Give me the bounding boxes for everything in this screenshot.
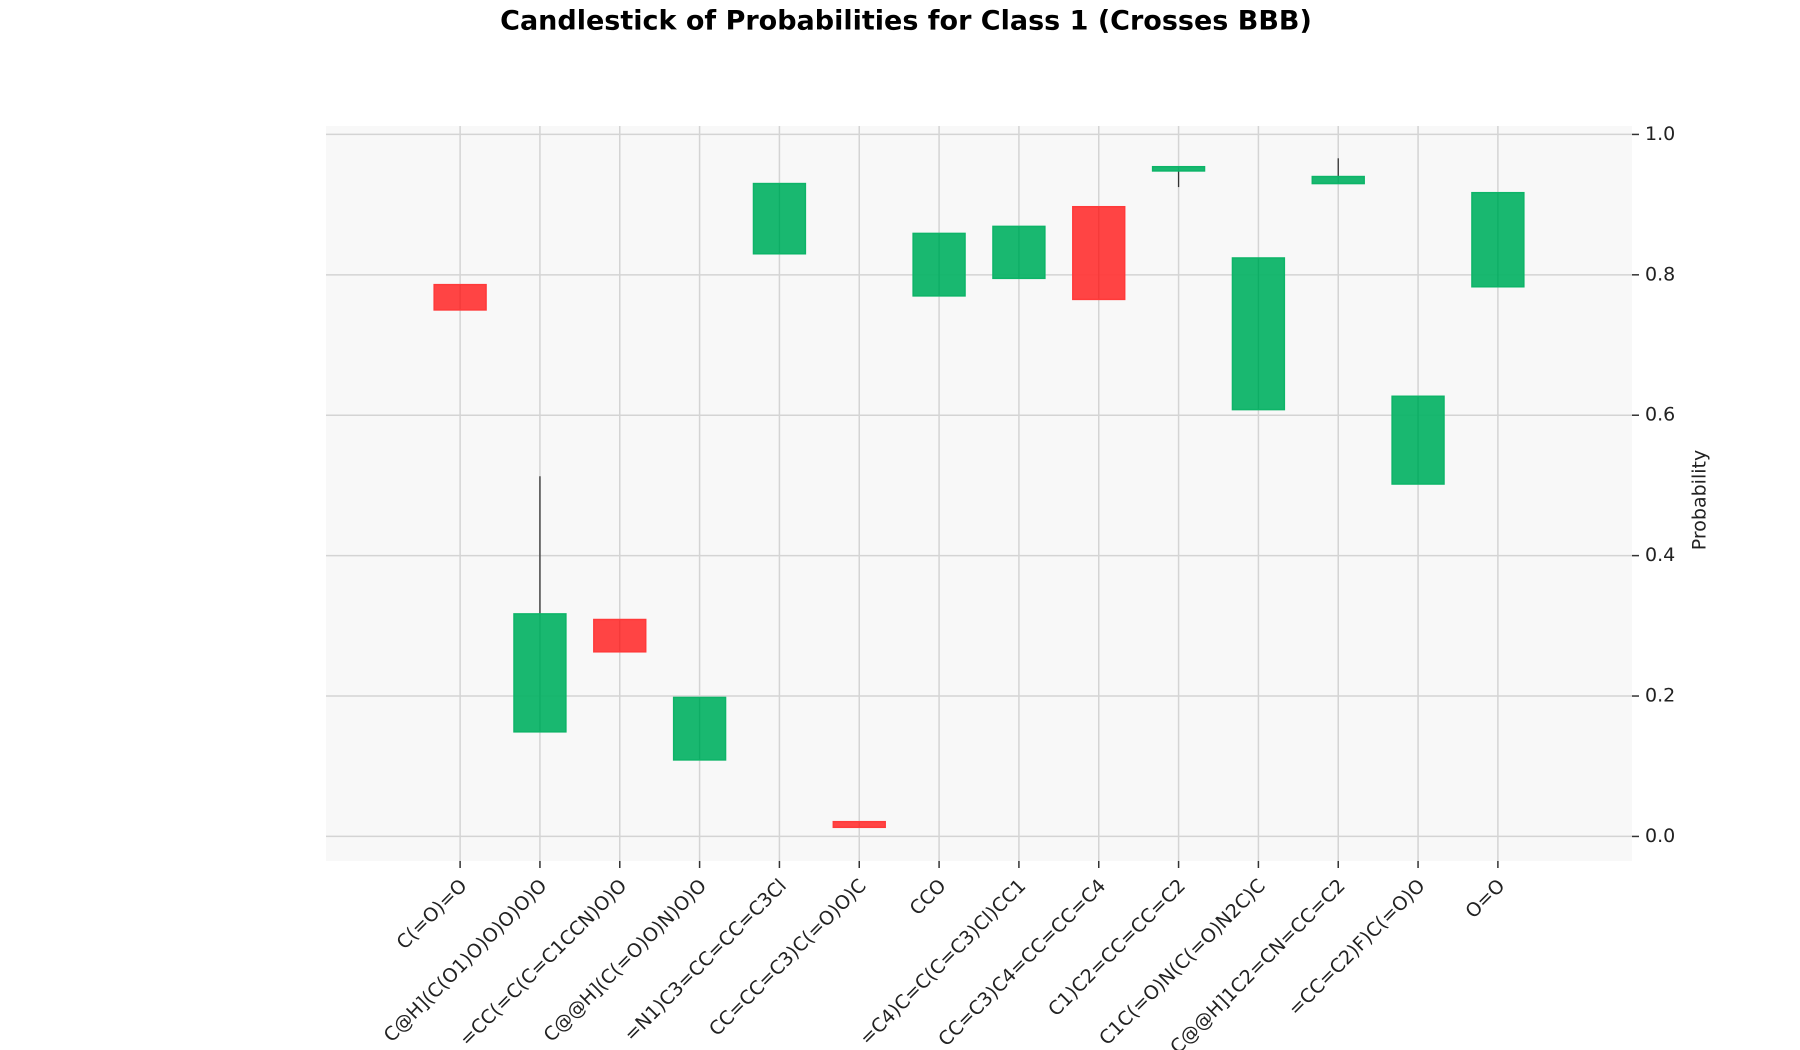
x-tick-label: CC=C3)C4=CC=CC=C4: [934, 875, 1110, 1050]
y-tick-label: 1.0: [1645, 123, 1675, 145]
candle-body: [1072, 205, 1126, 301]
candle-body: [672, 696, 727, 761]
candle-body: [1311, 175, 1365, 185]
x-tick-label: =CC(=C(C=C1CCN)O)O: [455, 875, 631, 1050]
x-tick-label: CC=CC=C3)C(=O)O)C: [705, 875, 871, 1041]
candle-body: [832, 820, 886, 829]
x-tick-label: =CC=C2)F)C(=O)O: [1284, 875, 1429, 1020]
x-tick-label: O=O: [1461, 875, 1509, 923]
plot-area: [326, 126, 1632, 861]
y-tick-label: 0.0: [1645, 825, 1675, 847]
chart-title: Candlestick of Probabilities for Class 1…: [500, 6, 1312, 37]
candle-body: [593, 618, 647, 653]
x-tick-label: C(=O)=O: [392, 875, 471, 954]
y-tick-label: 0.4: [1645, 544, 1675, 566]
x-tick-label: C@H](C(O1)O)O)O)O)O: [380, 875, 552, 1047]
candle-body: [433, 283, 487, 311]
x-tick-label: =C4)C=C(C=C3)Cl)CC1: [856, 875, 1031, 1050]
x-tick-label: =N1)C3=CC=CC=C3Cl: [620, 875, 791, 1046]
candle-body: [1151, 165, 1206, 172]
y-tick-label: 0.6: [1645, 404, 1675, 426]
candle-body: [1391, 395, 1445, 485]
y-tick-label: 0.8: [1645, 263, 1675, 285]
candle-body: [513, 613, 567, 733]
y-axis-label: Probability: [1689, 450, 1711, 550]
x-tick-label: CCO: [906, 875, 951, 920]
y-tick-label: 0.2: [1645, 685, 1675, 707]
x-tick-label: C1)C2=CC=CC=C2: [1044, 875, 1190, 1021]
candle-body: [912, 232, 966, 297]
candle-body: [752, 182, 807, 255]
candle-body: [1231, 257, 1286, 411]
candle-body: [992, 225, 1046, 280]
x-tick-label: C@@H](C(=O)O)N)O)O: [539, 875, 711, 1047]
candle-body: [1471, 191, 1525, 288]
x-tick-label: C1C(=O)N(C(=O)N2C)C: [1095, 875, 1270, 1050]
